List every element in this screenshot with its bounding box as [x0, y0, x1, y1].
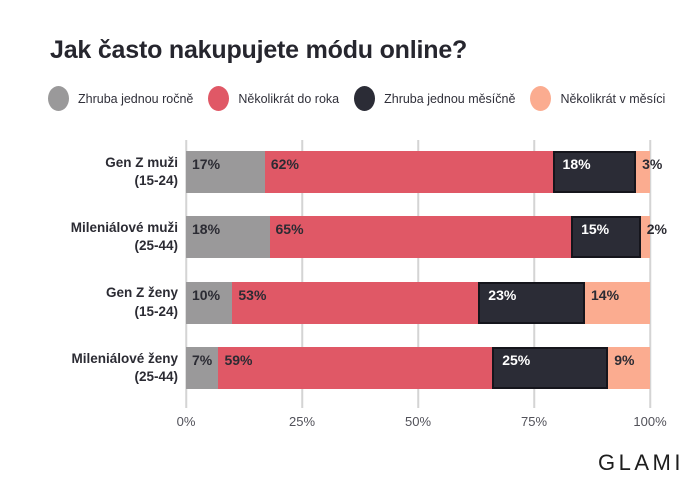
- bar-value-label: 7%: [192, 351, 213, 368]
- bar-segment: 18%: [552, 151, 637, 193]
- bar-segment: 9%: [608, 346, 650, 389]
- bar-value-label: 18%: [192, 221, 221, 238]
- bar-value-label: 17%: [192, 156, 221, 172]
- bar-segment: 3%: [636, 151, 662, 193]
- bar-row: 10% 53% 23% 14%: [186, 281, 650, 324]
- bar-row: 18% 65% 15% 2%: [186, 216, 667, 259]
- legend-swatch-icon: [208, 86, 230, 111]
- bar-segment: 15%: [571, 216, 641, 259]
- category-label: Mileniálové muži (25-44): [20, 216, 178, 258]
- legend-swatch-icon: [48, 86, 69, 111]
- gridline: [533, 140, 535, 408]
- bar-segment: 17%: [186, 151, 265, 193]
- bar-value-label: 14%: [591, 286, 620, 303]
- bar-value-label: 15%: [581, 221, 610, 238]
- bar-value-label: 25%: [502, 351, 531, 368]
- legend-swatch-icon: [354, 86, 376, 111]
- chart-title: Jak často nakupujete módu online?: [50, 36, 468, 64]
- category-age: (25-44): [134, 238, 178, 254]
- x-tick-label: 100%: [633, 414, 667, 429]
- bar-value-label: 53%: [238, 286, 267, 303]
- bar-value-label: 3%: [642, 156, 663, 172]
- legend-label: Zhruba jednou ročně: [78, 91, 194, 106]
- category-label: Gen Z ženy (15-24): [20, 282, 178, 324]
- bar-value-label: 65%: [275, 221, 304, 238]
- category-age: (15-24): [134, 303, 178, 319]
- bar-segment: 2%: [640, 216, 667, 259]
- bar-value-label: 18%: [562, 156, 591, 172]
- bar-segment: 62%: [264, 151, 553, 193]
- legend-label: Několikrát do roka: [238, 91, 340, 106]
- legend-item-3: Zhruba jednou měsíčně: [354, 86, 515, 111]
- bar-segment: 25%: [492, 346, 609, 389]
- category-label: Mileniálové ženy (25-44): [20, 347, 178, 389]
- category-name: Mileniálové muži: [70, 220, 178, 236]
- x-tick-label: 75%: [520, 414, 548, 429]
- x-axis: 0% 25% 50% 75% 100%: [177, 414, 667, 432]
- legend: Zhruba jednou ročně Několikrát do roka Zhr…: [48, 86, 665, 111]
- gridline: [185, 140, 187, 408]
- legend-item-2: Několikrát do roka: [208, 86, 339, 111]
- category-age: (15-24): [134, 173, 178, 188]
- bar-value-label: 23%: [488, 286, 517, 303]
- legend-item-1: Zhruba jednou ročně: [48, 86, 193, 111]
- legend-item-4: Několikrát v měsíci: [530, 86, 665, 111]
- legend-swatch-icon: [530, 86, 552, 111]
- x-tick-label: 0%: [176, 414, 196, 429]
- gridline: [649, 140, 651, 408]
- bar-segment: 14%: [585, 281, 650, 324]
- category-label: Gen Z muži (15-24): [20, 151, 178, 193]
- x-tick-label: 25%: [288, 414, 316, 429]
- bar-segment: 23%: [478, 281, 586, 324]
- brand-logo: GLAMI: [598, 450, 684, 475]
- bar-segment: 7%: [186, 346, 219, 389]
- bar-value-label: 2%: [646, 221, 667, 238]
- bar-value-label: 10%: [192, 286, 221, 303]
- gridline: [417, 140, 419, 408]
- bar-segment: 10%: [186, 281, 233, 324]
- gridline: [301, 140, 303, 408]
- category-name: Mileniálové ženy: [71, 350, 178, 366]
- plot-area: 17% 62% 18% 3% 18% 65% 15% 2% 10% 53% 23% 14% 7% 59% 2…: [185, 140, 667, 408]
- bar-segment: 65%: [269, 216, 572, 259]
- bar-value-label: 59%: [224, 351, 253, 368]
- legend-label: Několikrát v měsíci: [560, 91, 666, 106]
- bar-segment: 53%: [232, 281, 479, 324]
- legend-label: Zhruba jednou měsíčně: [384, 91, 516, 106]
- bar-value-label: 9%: [614, 351, 635, 368]
- bar-value-label: 62%: [270, 156, 299, 172]
- bar-segment: 59%: [218, 346, 493, 389]
- x-tick-label: 50%: [404, 414, 432, 429]
- category-name: Gen Z ženy: [105, 285, 178, 301]
- category-age: (25-44): [134, 368, 178, 384]
- bar-row: 7% 59% 25% 9%: [186, 346, 650, 389]
- bar-row: 17% 62% 18% 3%: [186, 151, 662, 193]
- bar-segment: 18%: [186, 216, 270, 259]
- category-name: Gen Z muži: [105, 154, 178, 170]
